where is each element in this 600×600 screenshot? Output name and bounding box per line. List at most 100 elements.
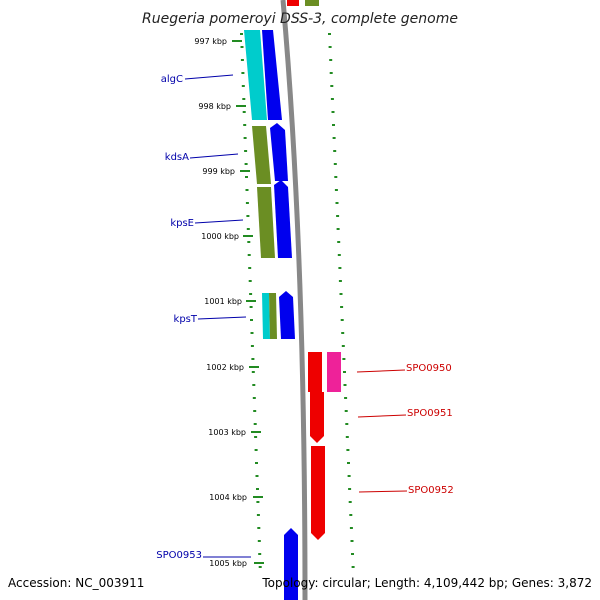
scale-label-997: 997 kbp (194, 37, 227, 46)
left-track-dot (253, 410, 257, 412)
right-track-dot (344, 397, 348, 399)
right-track-dot (335, 202, 339, 204)
spo0953-gene[interactable] (284, 528, 298, 600)
scale-label-1001: 1001 kbp (204, 297, 242, 306)
right-track-dot (338, 267, 342, 269)
right-track-dot (346, 449, 350, 451)
algc-leader (184, 74, 234, 80)
right-track-dot (345, 423, 349, 425)
right-track-dot (329, 72, 333, 74)
right-track-dot (329, 59, 333, 61)
left-track-dot (254, 449, 258, 451)
kdsa-gene[interactable] (270, 123, 288, 181)
right-track-dot (337, 254, 341, 256)
right-track-dot (334, 176, 338, 178)
kpse-leader (194, 219, 244, 224)
right-track-dot (333, 150, 337, 152)
spo0952-gene[interactable] (311, 446, 325, 540)
algc-gene[interactable] (262, 30, 282, 120)
gene-label-spo0953[interactable]: SPO0953 (156, 550, 202, 561)
scale-label-1005: 1005 kbp (209, 559, 247, 568)
right-track-dot (347, 462, 350, 464)
kpst-gene[interactable] (279, 291, 295, 339)
accession-text: Accession: NC_003911 (8, 576, 144, 590)
left-track-dot (256, 501, 260, 503)
gene-label-kpst[interactable]: kpsT (174, 314, 198, 325)
right-track-dot (351, 566, 355, 568)
right-track-dot (348, 488, 352, 490)
gene-label-algc[interactable]: algC (161, 74, 183, 85)
right-track-dot (330, 98, 334, 100)
right-track-dot (347, 475, 351, 477)
left-track-dot (247, 254, 251, 256)
gene-label-kdsa[interactable]: kdsA (165, 152, 189, 163)
right-track-dot (341, 332, 345, 334)
left-track-dot (240, 46, 244, 48)
left-track-dot (252, 397, 256, 399)
kpse-gene[interactable] (274, 180, 292, 258)
left-track-dot (244, 150, 248, 152)
left-track-dot (245, 189, 249, 191)
right-track-dot (328, 46, 332, 48)
right-track-dot (340, 306, 344, 308)
scale-ticks (232, 40, 264, 564)
gene-label-spo0950[interactable]: SPO0950 (406, 363, 452, 374)
right-track-dot (343, 384, 347, 386)
right-track-dot (343, 371, 346, 373)
scale-label-999: 999 kbp (202, 167, 235, 176)
kdsa-leader (189, 153, 239, 159)
gene-labels-left: algC kdsA kpsE kpsT SPO0953 (156, 74, 251, 561)
kpst-cog-block-cyan (262, 293, 270, 339)
left-track-dot (253, 423, 257, 425)
left-track-dot (241, 85, 245, 87)
right-track-dot (340, 319, 344, 321)
spo0950-cog-block (327, 352, 341, 392)
top-red-block (287, 0, 299, 6)
left-track-dot (246, 215, 250, 217)
map-title: Ruegeria pomeroyi DSS-3, complete genome (142, 11, 458, 27)
scale-label-1000: 1000 kbp (201, 232, 239, 241)
kdsa-cog-block (252, 126, 271, 184)
spo0950-gene-part[interactable] (308, 352, 322, 392)
scale-labels: 997 kbp 998 kbp 999 kbp 1000 kbp 1001 kb… (194, 37, 247, 568)
top-olive-block (305, 0, 319, 6)
forward-genes (262, 30, 298, 600)
left-track-dot (251, 358, 255, 360)
left-track-dot (247, 241, 251, 243)
right-track-dot (332, 137, 336, 139)
gene-labels-right: SPO0950 SPO0951 SPO0952 (356, 363, 454, 496)
left-track-dot (240, 59, 244, 61)
left-track-dot (248, 280, 252, 282)
kpst-cog-block-olive (269, 293, 277, 339)
right-track-dot (333, 163, 337, 165)
scale-label-1004: 1004 kbp (209, 493, 247, 502)
left-track-dot (248, 267, 252, 269)
left-track-dot (245, 176, 248, 178)
left-track-dot (256, 514, 260, 516)
left-track-dot (242, 98, 246, 100)
spo0951-gene[interactable] (310, 392, 324, 443)
spo0952-leader (358, 490, 408, 493)
right-track-dot (342, 358, 346, 360)
right-track-dot (349, 514, 353, 516)
left-track-dot (256, 488, 259, 490)
left-track-dot (257, 527, 261, 529)
right-track-dot (332, 124, 335, 126)
right-track-dot (328, 33, 331, 35)
right-track-dot (339, 293, 343, 295)
scale-label-998: 998 kbp (198, 102, 231, 111)
left-track-dot (255, 475, 259, 477)
scale-label-1003: 1003 kbp (208, 428, 246, 437)
gene-label-spo0951[interactable]: SPO0951 (407, 408, 453, 419)
gene-label-spo0952[interactable]: SPO0952 (408, 485, 454, 496)
track-dots-left (240, 33, 262, 568)
kpse-cog-block (257, 187, 275, 258)
right-track-dot (349, 527, 353, 529)
right-track-dot (331, 111, 335, 113)
left-track-dot (250, 319, 253, 321)
kpst-leader (197, 316, 247, 320)
scale-label-1002: 1002 kbp (206, 363, 244, 372)
right-track-dot (330, 85, 334, 87)
gene-label-kpse[interactable]: kpsE (170, 218, 194, 229)
